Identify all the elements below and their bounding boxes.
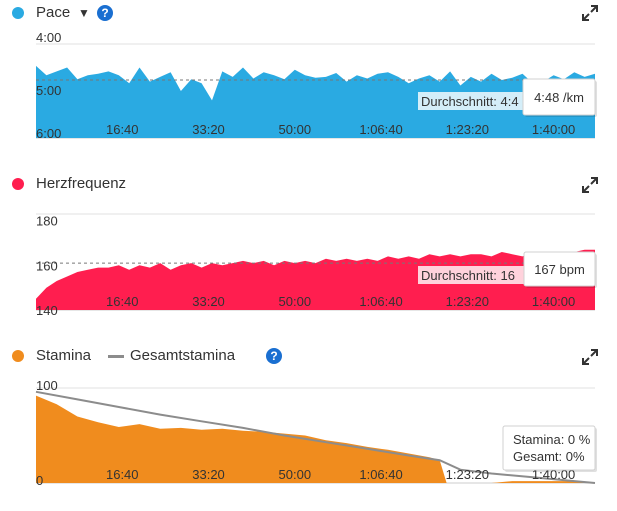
total-stamina-label: Gesamtstamina — [130, 347, 236, 364]
average-label: Durchschnitt: 16 — [421, 268, 515, 283]
stamina-header: Stamina Gesamtstamina ? — [0, 340, 617, 366]
y-tick-label: 140 — [36, 303, 58, 318]
x-tick-label: 1:40:00 — [532, 294, 575, 309]
x-tick-label: 1:06:40 — [359, 294, 402, 309]
help-icon[interactable]: ? — [97, 5, 113, 21]
average-label: Durchschnitt: 4:4 — [421, 94, 519, 109]
expand-icon[interactable] — [582, 5, 598, 21]
x-tick-label: 16:40 — [106, 467, 139, 482]
heart-rate-tooltip: 167 bpm — [523, 251, 597, 288]
y-tick-label: 4:00 — [36, 30, 61, 45]
pace-title: Pace — [36, 4, 71, 21]
pace-tooltip: 4:48 /km — [522, 78, 597, 117]
pace-area — [36, 65, 595, 138]
chevron-down-icon[interactable]: ▼ — [78, 6, 90, 20]
y-tick-label: 100 — [36, 378, 58, 393]
y-tick-label: 180 — [36, 214, 58, 229]
y-tick-label: 160 — [36, 258, 58, 273]
x-tick-label: 50:00 — [279, 467, 312, 482]
heart-rate-chart: 180 160 140 16:40 33:20 50:00 1:06:40 1:23:20 1:… — [36, 213, 597, 318]
tooltip-text: 4:48 /km — [534, 90, 584, 105]
y-tick-label: 0 — [36, 473, 43, 488]
tooltip-text: 167 bpm — [534, 262, 585, 277]
stamina-tooltip: Stamina: 0 % Gesamt: 0% — [502, 425, 597, 472]
total-stamina-legend-line — [108, 355, 124, 358]
expand-icon[interactable] — [582, 177, 598, 193]
tooltip-box — [502, 425, 596, 471]
heart-rate-legend-dot — [12, 178, 24, 190]
pace-chart: 4:00 5:00 6:00 16:40 33:20 50:00 1:06:40 1:23:2… — [36, 30, 597, 141]
x-tick-label: 33:20 — [192, 467, 225, 482]
y-tick-label: 6:00 — [36, 126, 61, 141]
pace-average-badge: Durchschnitt: 4:4 — [418, 92, 526, 110]
tooltip-text: Stamina: 0 % — [513, 432, 591, 447]
tooltip-box — [523, 251, 596, 287]
y-tick-label: 5:00 — [36, 83, 61, 98]
help-icon[interactable]: ? — [266, 348, 282, 364]
tooltip-text: Gesamt: 0% — [513, 449, 585, 464]
stamina-title: Stamina — [36, 347, 92, 364]
heart-rate-title: Herzfrequenz — [36, 175, 127, 192]
x-tick-label: 16:40 — [106, 122, 139, 137]
stamina-area — [36, 395, 595, 483]
x-tick-label: 50:00 — [279, 122, 312, 137]
x-tick-label: 50:00 — [279, 294, 312, 309]
x-tick-label: 1:23:20 — [446, 467, 489, 482]
x-tick-label: 1:23:20 — [446, 122, 489, 137]
expand-icon[interactable] — [582, 349, 598, 365]
x-tick-label: 33:20 — [192, 294, 225, 309]
x-tick-label: 33:20 — [192, 122, 225, 137]
x-tick-label: 1:40:00 — [532, 122, 575, 137]
average-label-bg — [418, 266, 526, 284]
x-tick-label: 1:06:40 — [359, 467, 402, 482]
stamina-chart: 100 0 16:40 33:20 50:00 1:06:40 1:23:20 1:40:00… — [35, 378, 597, 488]
x-tick-label: 1:23:20 — [446, 294, 489, 309]
stamina-legend-dot — [12, 350, 24, 362]
heart-rate-header: Herzfrequenz — [0, 170, 617, 196]
heart-rate-area — [36, 249, 595, 310]
x-tick-label: 1:40:00 — [532, 467, 575, 482]
pace-panel: Pace ▼ ? 4:00 5:00 6:00 16:40 33:20 50:00 1:06… — [0, 0, 617, 150]
tooltip-box — [522, 78, 596, 116]
total-stamina-line — [35, 390, 596, 484]
average-label-bg — [418, 92, 526, 110]
heart-rate-average-badge: Durchschnitt: 16 — [418, 266, 526, 284]
heart-rate-panel: Herzfrequenz 180 160 140 16:40 33:20 50:00 1:0… — [0, 170, 617, 320]
x-tick-label: 1:06:40 — [359, 122, 402, 137]
pace-legend-dot — [12, 7, 24, 19]
stamina-panel: Stamina Gesamtstamina ? 100 0 16:40 33:20 50… — [0, 340, 617, 511]
x-tick-label: 16:40 — [106, 294, 139, 309]
pace-header: Pace ▼ ? — [0, 0, 617, 26]
